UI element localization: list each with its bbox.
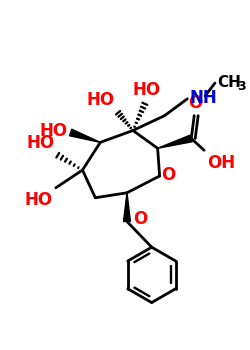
Text: 3: 3 (237, 79, 245, 92)
Text: OH: OH (207, 154, 235, 172)
Text: O: O (162, 166, 176, 184)
Text: O: O (133, 210, 147, 229)
Polygon shape (70, 129, 100, 142)
Text: HO: HO (133, 81, 161, 99)
Text: CH: CH (217, 75, 241, 90)
Text: O: O (188, 94, 202, 112)
Polygon shape (124, 193, 130, 222)
Text: HO: HO (25, 191, 53, 209)
Polygon shape (158, 135, 192, 148)
Text: HO: HO (87, 91, 115, 109)
Text: HO: HO (40, 122, 68, 140)
Text: NH: NH (189, 89, 217, 107)
Text: HO: HO (27, 134, 55, 152)
